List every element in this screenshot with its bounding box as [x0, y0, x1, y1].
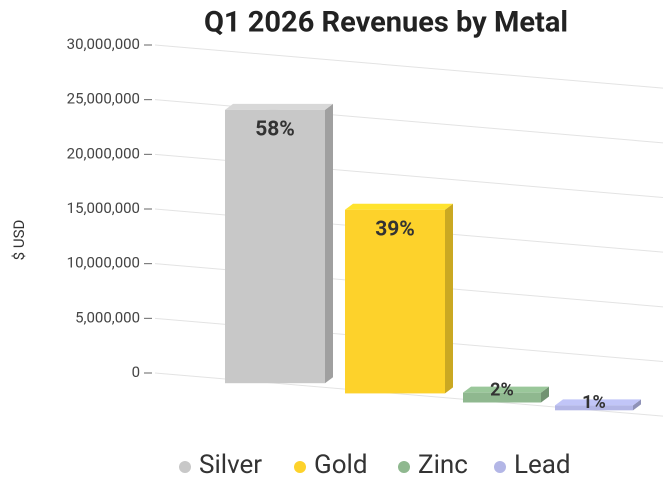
bar-front: [225, 109, 325, 384]
legend-label: Gold: [314, 450, 368, 480]
y-tick-label: 15,000,000: [67, 199, 140, 217]
bar-top: [463, 386, 549, 393]
data-label: 2%: [490, 379, 514, 400]
bar: [463, 386, 549, 403]
legend-marker: [494, 461, 506, 473]
data-label: 39%: [375, 217, 415, 241]
y-tick-label: 20,000,000: [67, 144, 140, 162]
y-axis-label: $ USD: [10, 220, 28, 261]
bar-top: [555, 399, 641, 406]
y-tick-label: 10,000,000: [67, 254, 140, 272]
bar-side: [541, 386, 549, 403]
data-label: 58%: [255, 117, 295, 141]
legend-label: Zinc: [418, 450, 468, 480]
bar-top: [225, 103, 333, 110]
legend-label: Lead: [514, 450, 571, 480]
bar-front: [463, 392, 541, 403]
data-label: 1%: [582, 392, 606, 413]
chart-title: Q1 2026 Revenues by Metal: [204, 6, 568, 40]
bar-front: [345, 209, 445, 394]
bar-side: [325, 103, 333, 384]
y-tick-label: 0: [132, 363, 140, 381]
bar: [225, 103, 333, 384]
bar-side: [633, 399, 641, 411]
bar: [555, 399, 641, 411]
y-tick-label: 5,000,000: [75, 308, 140, 326]
bar-side: [445, 203, 453, 394]
grid-line: [154, 44, 663, 89]
bar-front: [555, 405, 633, 411]
legend-marker: [179, 461, 191, 473]
bar-top: [345, 203, 453, 210]
y-tick-label: 25,000,000: [67, 90, 140, 108]
legend-label: Silver: [199, 450, 262, 480]
legend-marker: [398, 461, 410, 473]
y-tick-label: 30,000,000: [67, 35, 140, 53]
legend-marker: [294, 461, 306, 473]
bar: [345, 203, 453, 394]
